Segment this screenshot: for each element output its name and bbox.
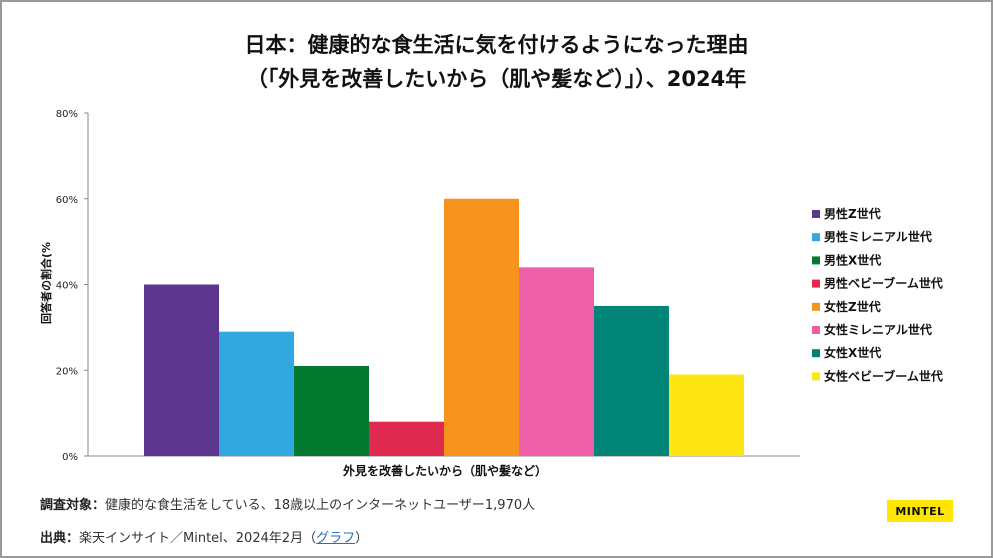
source-note: 出典：楽天インサイト／Mintel、2024年2月（グラフ）: [40, 527, 368, 546]
y-tick-label: 20%: [56, 366, 78, 377]
legend-swatch: [812, 326, 820, 334]
legend-swatch: [812, 279, 820, 288]
y-axis-label: 回答者の割合(%: [39, 242, 53, 324]
legend-label: 男性X世代: [824, 252, 881, 267]
survey-note: 調査対象：健康的な食生活をしている、18歳以上のインターネットユーザー1,970…: [40, 494, 535, 513]
y-tick-label: 0%: [62, 452, 78, 463]
y-tick-label: 80%: [56, 109, 78, 120]
bar: [669, 374, 744, 456]
source-label: 出典：: [40, 531, 80, 546]
legend-swatch: [812, 210, 820, 218]
bar: [219, 331, 294, 456]
legend-label: 女性Z世代: [824, 299, 881, 314]
legend-label: 女性ミレニアル世代: [824, 322, 932, 337]
source-text: 楽天インサイト／Mintel、2024年2月（: [79, 531, 317, 546]
bar: [594, 305, 669, 456]
bar: [294, 365, 369, 456]
survey-label: 調査対象：: [40, 498, 106, 513]
legend-label: 男性Z世代: [824, 206, 881, 221]
legend-label: 男性ミレニアル世代: [824, 229, 932, 244]
legend-label: 女性ベビーブーム世代: [824, 368, 943, 383]
chart-title-line1: 日本：健康的な食生活に気を付けるようになった理由: [244, 33, 749, 57]
bar: [369, 421, 444, 456]
legend-swatch: [812, 302, 820, 311]
bar: [144, 284, 219, 456]
source-close: ）: [355, 531, 369, 546]
chart-bars: [144, 198, 744, 456]
bar: [519, 267, 594, 456]
x-axis-label: 外見を改善したいから（肌や髪など）: [343, 463, 547, 478]
bar: [444, 198, 519, 456]
survey-text: 健康的な食生活をしている、18歳以上のインターネットユーザー1,970人: [105, 498, 536, 513]
y-tick-label: 60%: [56, 195, 78, 206]
legend-label: 女性X世代: [824, 345, 881, 360]
legend-swatch: [812, 372, 820, 381]
chart-title-line2: （「外見を改善したいから（肌や髪など）」）、2024年: [246, 67, 747, 91]
y-tick-label: 40%: [56, 281, 78, 292]
legend-swatch: [812, 233, 820, 242]
legend-label: 男性ベビーブーム世代: [824, 276, 943, 291]
legend-swatch: [812, 349, 820, 358]
chart-legend: 男性Z世代男性ミレニアル世代男性X世代男性ベビーブーム世代女性Z世代女性ミレニア…: [812, 206, 943, 383]
legend-swatch: [812, 256, 820, 265]
graph-link[interactable]: グラフ: [316, 531, 356, 546]
mintel-logo: MINTEL: [887, 500, 953, 522]
